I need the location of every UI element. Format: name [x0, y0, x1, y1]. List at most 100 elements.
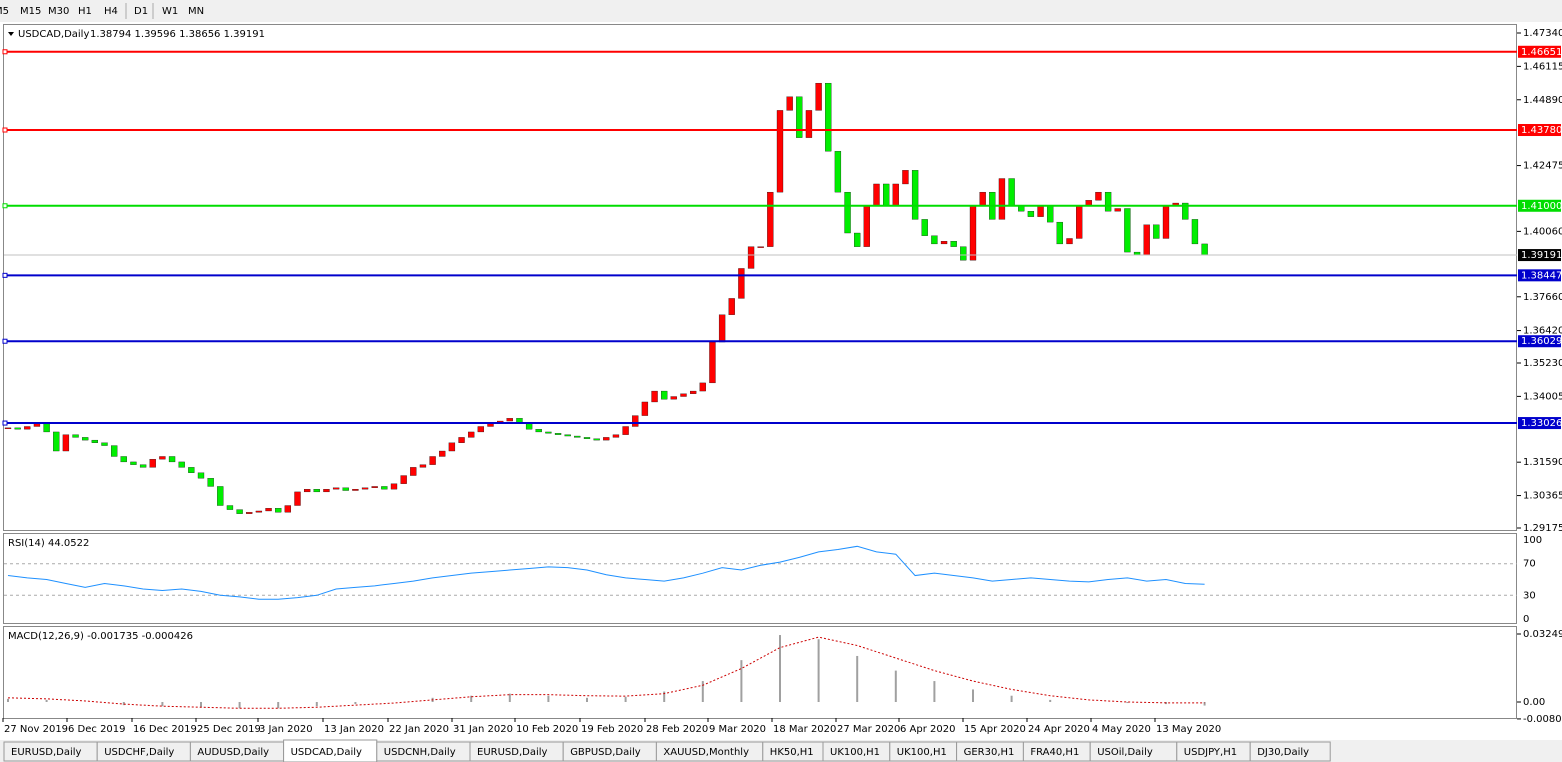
- date-label: 13 Jan 2020: [324, 724, 384, 735]
- tab-label[interactable]: GBPUSD,Daily: [570, 747, 641, 758]
- tab-label[interactable]: AUDUSD,Daily: [197, 747, 269, 758]
- candle: [670, 396, 677, 400]
- candle: [188, 467, 195, 473]
- level-label: 1.43780: [1521, 125, 1562, 136]
- date-label: 13 May 2020: [1156, 724, 1221, 735]
- candle: [911, 170, 919, 220]
- candle: [593, 438, 600, 441]
- price-tick-label: 1.37660: [1523, 292, 1562, 303]
- timeframe-button[interactable]: H4: [104, 6, 118, 17]
- candle: [477, 426, 485, 433]
- timeframe-button[interactable]: D1: [134, 6, 148, 17]
- candle: [255, 510, 263, 513]
- candle: [863, 205, 870, 247]
- candle: [226, 505, 234, 510]
- candle: [960, 246, 967, 261]
- level-label: 1.33026: [1521, 418, 1562, 429]
- price-tick-label: 1.31590: [1523, 457, 1562, 468]
- candle: [1133, 251, 1141, 255]
- chart-header: USDCAD,Daily: [18, 29, 89, 40]
- date-label: 27 Nov 2019: [4, 724, 68, 735]
- candle: [979, 191, 986, 206]
- price-tick-label: 1.47340: [1523, 28, 1562, 39]
- timeframe-button[interactable]: H1: [78, 6, 92, 17]
- current-price-box: [1518, 249, 1561, 262]
- candle: [873, 183, 880, 206]
- tab-label[interactable]: EURUSD,Daily: [11, 747, 82, 758]
- candle: [883, 183, 890, 206]
- tab[interactable]: [1249, 741, 1331, 762]
- tab-label[interactable]: USOil,Daily: [1097, 747, 1153, 758]
- timeframe-button[interactable]: M15: [20, 6, 41, 17]
- candle: [931, 235, 938, 245]
- date-label: 3 Jan 2020: [259, 724, 313, 735]
- timeframe-button[interactable]: M5: [0, 6, 9, 17]
- candle: [718, 314, 726, 343]
- candle: [265, 508, 272, 512]
- candle: [1124, 208, 1131, 253]
- tab-label[interactable]: UK100,H1: [830, 747, 880, 758]
- candle: [690, 390, 697, 394]
- candle: [545, 431, 552, 434]
- date-label: 6 Dec 2019: [68, 724, 126, 735]
- candle: [390, 483, 398, 490]
- candle: [178, 461, 185, 468]
- candle: [468, 431, 475, 438]
- current-price-label: 1.39191: [1521, 250, 1562, 261]
- candle: [844, 191, 851, 234]
- candle: [62, 434, 70, 452]
- price-tick-label: 1.40060: [1523, 226, 1562, 237]
- date-label: 10 Feb 2020: [516, 724, 578, 735]
- candle: [535, 429, 542, 433]
- candle: [429, 456, 436, 465]
- rsi-tick-label: 100: [1523, 535, 1542, 546]
- date-label: 28 Feb 2020: [646, 724, 708, 735]
- timeframe-button[interactable]: M30: [48, 6, 69, 17]
- tab-label[interactable]: USDCNH,Daily: [384, 747, 456, 758]
- level-handle: [2, 338, 8, 344]
- candle: [574, 435, 581, 438]
- tab-label[interactable]: USDCHF,Daily: [104, 747, 174, 758]
- date-label: 6 Apr 2020: [900, 724, 955, 735]
- tab-label[interactable]: DJ30,Daily: [1257, 747, 1309, 758]
- candle: [82, 437, 89, 441]
- candle: [101, 442, 108, 446]
- candle: [168, 456, 176, 463]
- candle: [14, 427, 21, 430]
- candle: [43, 423, 50, 433]
- macd-tick-label: 0.032493: [1523, 629, 1562, 640]
- candle: [738, 268, 745, 299]
- tab-label[interactable]: FRA40,H1: [1030, 747, 1079, 758]
- tab-label[interactable]: USDJPY,H1: [1184, 747, 1237, 758]
- candle: [680, 393, 687, 397]
- level-label: 1.41000: [1521, 201, 1562, 212]
- price-tick-label: 1.44890: [1523, 95, 1562, 106]
- candle: [197, 472, 205, 479]
- candle: [1076, 205, 1083, 239]
- price-tick-label: 1.34005: [1523, 391, 1562, 402]
- candle: [506, 418, 513, 422]
- candle: [400, 475, 407, 484]
- price-tick-label: 1.46115: [1523, 61, 1562, 72]
- candle: [854, 232, 861, 247]
- tab-label[interactable]: HK50,H1: [770, 747, 814, 758]
- candle: [323, 489, 330, 493]
- candle: [728, 298, 735, 315]
- tab-label[interactable]: XAUUSD,Monthly: [663, 747, 749, 758]
- tab-label[interactable]: EURUSD,Daily: [477, 747, 548, 758]
- date-label: 27 Mar 2020: [837, 724, 900, 735]
- candle: [805, 110, 813, 138]
- candle: [1104, 191, 1112, 212]
- timeframe-button[interactable]: MN: [188, 6, 204, 17]
- level-box: [1518, 124, 1561, 137]
- candle: [921, 219, 928, 236]
- tab-label[interactable]: GER30,H1: [964, 747, 1015, 758]
- timeframe-button[interactable]: W1: [162, 6, 178, 17]
- tab-label[interactable]: UK100,H1: [897, 747, 947, 758]
- candle: [294, 491, 301, 506]
- macd-signal: [7, 636, 1205, 709]
- tab-label[interactable]: USDCAD,Daily: [291, 747, 362, 758]
- level-box: [1518, 199, 1561, 212]
